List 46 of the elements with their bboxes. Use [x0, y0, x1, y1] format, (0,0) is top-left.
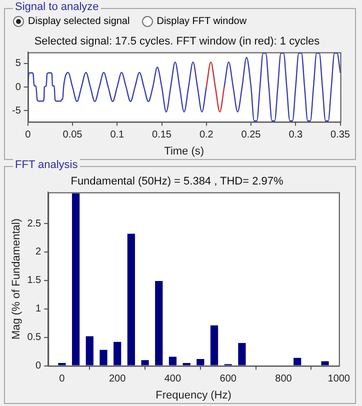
y-tick-label: -5 — [12, 105, 22, 116]
bar — [168, 356, 177, 366]
x-tick-label: 800 — [275, 374, 292, 385]
y-axis-title: Mag (% of Fundamental) — [10, 218, 23, 340]
bar — [72, 193, 80, 366]
bar — [238, 343, 246, 366]
x-tick-label: 600 — [220, 374, 237, 385]
bar — [127, 234, 135, 366]
y-tick-label: 5 — [15, 58, 22, 70]
bar — [155, 280, 163, 366]
x-tick-label: 200 — [108, 374, 126, 385]
chart-title: Selected signal: 17.5 cycles. FFT window (in red): 1 cycles — [34, 36, 320, 48]
y-tick-label: 1 — [36, 304, 42, 315]
text: Signal to analyze — [13, 1, 101, 13]
y-tick-label: 0 — [15, 82, 22, 93]
y-tick-label: 0.5 — [27, 332, 42, 344]
bar — [100, 350, 108, 366]
text: FFT analysis — [13, 159, 80, 171]
x-tick-label: 0.3 — [288, 130, 304, 141]
x-axis-title: Frequency (Hz) — [156, 389, 232, 402]
y-tick-label: 2.5 — [27, 218, 42, 230]
bar — [114, 342, 122, 366]
x-tick-label: 1000 — [328, 374, 350, 385]
bar — [182, 362, 190, 366]
bar — [210, 325, 218, 366]
x-axis-title: Time (s) — [164, 145, 204, 158]
x-tick-label: 0.05 — [62, 130, 83, 141]
bar — [141, 360, 149, 366]
bar — [321, 361, 329, 366]
bar — [86, 336, 94, 366]
x-tick-label: 400 — [164, 374, 182, 385]
x-tick-label: 0.2 — [199, 130, 214, 141]
text: Display FFT window — [156, 16, 247, 27]
y-tick-label: 2 — [36, 246, 42, 258]
x-tick-label: 0.25 — [241, 130, 262, 141]
x-tick-label: 0 — [59, 374, 66, 385]
x-tick-label: 0.15 — [152, 130, 172, 141]
text: Display selected signal — [28, 16, 130, 27]
bar — [58, 362, 66, 366]
y-tick-label: 0 — [36, 360, 42, 372]
bar — [196, 358, 204, 366]
y-tick-label: 1.5 — [27, 275, 42, 286]
x-tick-label: 0.1 — [110, 130, 125, 141]
bar — [294, 358, 302, 366]
chart-title: Fundamental (50Hz) = 5.384 , THD= 2.97% — [70, 176, 284, 188]
x-tick-label: 0.35 — [330, 130, 350, 141]
